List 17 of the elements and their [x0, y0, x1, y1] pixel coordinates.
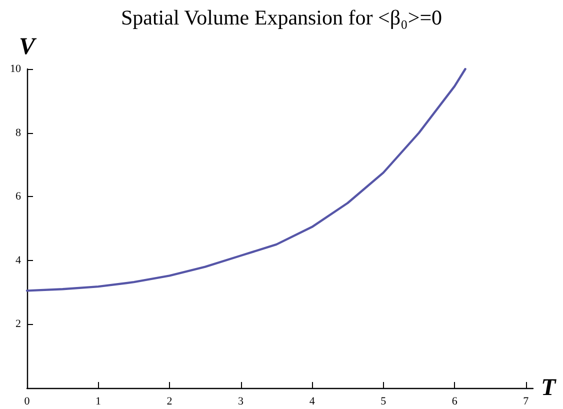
chart-title: Spatial Volume Expansion for <β₀>=0: [120, 6, 442, 30]
x-tick-label: 1: [96, 396, 102, 408]
y-tick-label: 6: [16, 190, 22, 203]
x-tick-label: 3: [238, 396, 244, 408]
x-tick-label: 2: [166, 396, 172, 408]
x-tick-label: 0: [24, 396, 30, 408]
x-axis-title: T: [541, 375, 557, 401]
y-tick-label: 8: [16, 126, 22, 139]
x-tick-label: 6: [452, 396, 458, 408]
y-tick-label: 2: [16, 318, 21, 330]
line-series: [26, 68, 466, 292]
x-tick-label: 5: [380, 396, 387, 408]
x-tick-label: 4: [309, 396, 316, 408]
y-tick-label: 4: [16, 254, 22, 266]
y-tick-label: 10: [10, 63, 22, 75]
y-axis-title: V: [18, 34, 37, 60]
x-tick-label: 7: [523, 396, 530, 408]
